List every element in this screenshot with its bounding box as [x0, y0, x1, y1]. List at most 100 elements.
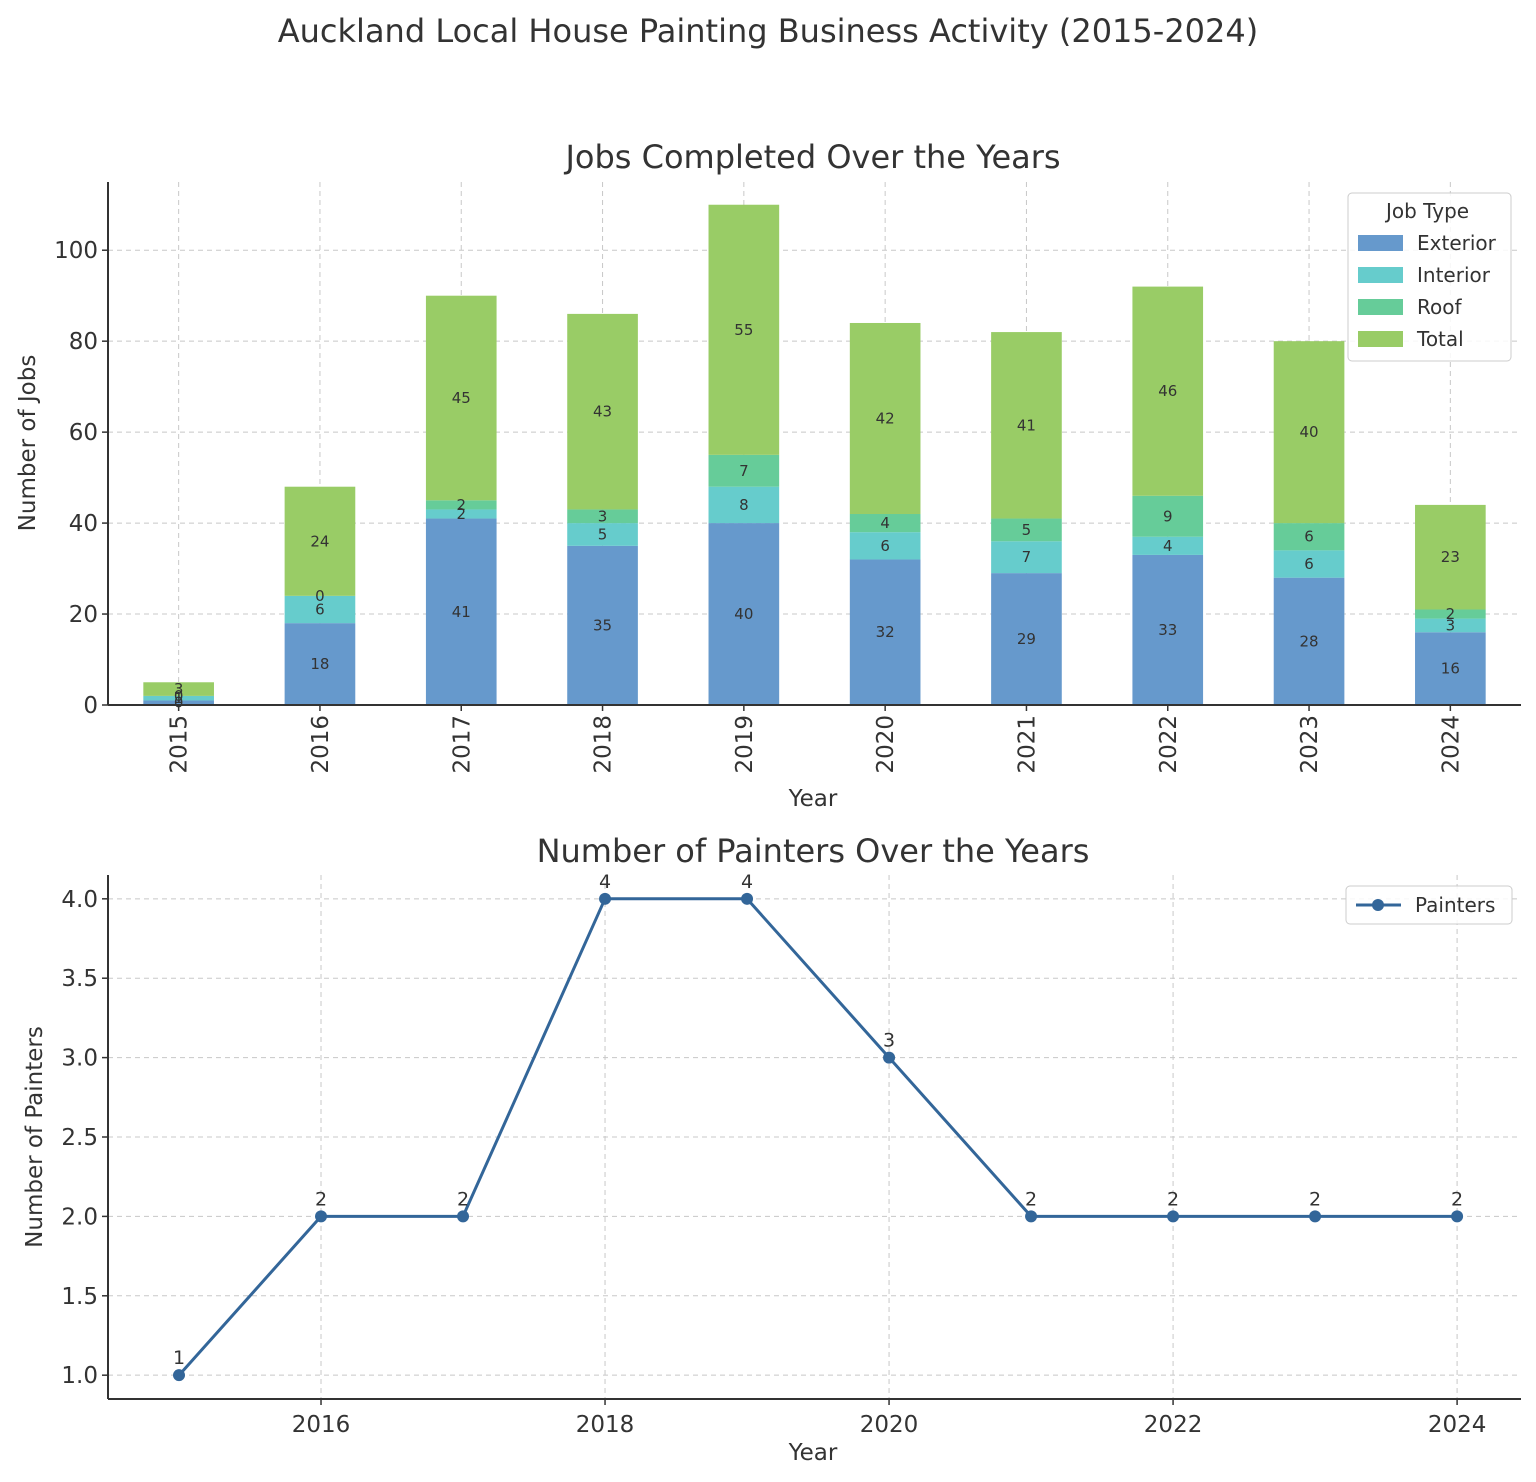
painters-points [173, 892, 1464, 1382]
legend-label-painters: Painters [1415, 893, 1495, 917]
bar-value-label: 28 [1300, 632, 1319, 650]
bar-exterior-2017 [425, 518, 497, 705]
painters-point-label: 2 [1309, 1188, 1321, 1210]
painters-y-tick-label: 1.5 [61, 1284, 98, 1310]
bar-value-label: 1 [174, 689, 184, 707]
bar-total-2020 [849, 322, 921, 514]
bar-roof-2024 [1415, 609, 1486, 619]
legend-swatch-exterior [1358, 235, 1403, 251]
painters-y-tick-label: 2.5 [61, 1125, 98, 1151]
painters-grid [108, 875, 1521, 1399]
painters-point-2020 [883, 1051, 896, 1064]
bar-value-label: 6 [315, 600, 325, 618]
bar-exterior-2016 [284, 623, 356, 705]
bar-value-label: 40 [734, 605, 753, 623]
legend-label-roof: Roof [1417, 295, 1462, 319]
jobs-bars [143, 204, 1486, 705]
painters-point-2015 [173, 1369, 186, 1382]
jobs-x-tick-label: 2019 [732, 715, 758, 774]
bar-value-label: 3 [598, 507, 608, 525]
painters-y-tick-label: 3.5 [61, 966, 98, 992]
bar-value-label: 5 [598, 525, 608, 543]
jobs-legend: Job Type Exterior Interior Roof Total [1347, 192, 1512, 362]
painters-point-label: 2 [1167, 1188, 1179, 1210]
legend-label-total: Total [1416, 327, 1464, 351]
bar-value-label: 4 [880, 514, 890, 532]
bar-value-label: 23 [1441, 548, 1460, 566]
bar-value-label: 16 [1441, 660, 1460, 678]
bar-exterior-2021 [991, 573, 1062, 705]
painters-y-tick-label: 3.0 [61, 1046, 98, 1072]
jobs-x-tick-label: 2015 [167, 715, 193, 774]
painters-legend: Painters [1345, 885, 1513, 925]
legend-label-exterior: Exterior [1417, 231, 1497, 255]
painters-point-label: 2 [315, 1188, 327, 1210]
bar-total-2015 [143, 682, 214, 696]
bar-value-label: 3 [174, 680, 184, 698]
painters-line [177, 897, 1458, 1377]
bar-value-label: 8 [739, 496, 749, 514]
painters-point-2024 [1451, 1210, 1464, 1223]
painters-ticks: 1.0 1.5 2.0 2.5 3.0 3.5 4.0 2016 2018 2020 2022 202… [61, 887, 1486, 1438]
bar-roof-2018 [567, 509, 638, 524]
bar-interior-2018 [567, 523, 638, 546]
bar-value-label: 41 [1017, 416, 1036, 434]
bar-value-label: 43 [593, 403, 612, 421]
painters-point-2019 [741, 892, 754, 905]
bar-interior-2023 [1273, 550, 1345, 578]
bar-value-label: 6 [880, 537, 890, 555]
bar-exterior-2022 [1132, 554, 1204, 705]
painters-point-2017 [457, 1210, 470, 1223]
painters-point-2021 [1025, 1210, 1038, 1223]
bar-interior-2017 [425, 509, 497, 519]
bar-total-2021 [991, 332, 1062, 519]
bar-value-label: 0 [315, 587, 325, 605]
bar-value-label: 24 [310, 532, 329, 550]
bar-interior-2021 [991, 541, 1062, 574]
bar-interior-2020 [849, 532, 921, 560]
painters-chart-title: Number of Painters Over the Years [537, 832, 1090, 870]
bar-value-label: 45 [452, 389, 471, 407]
bar-value-label: 0 [174, 687, 184, 705]
painters-chart: Number of Painters Over the Years Year N… [22, 832, 1521, 1466]
bar-value-label: 46 [1158, 382, 1177, 400]
bar-value-label: 3 [1446, 616, 1456, 634]
bar-roof-2021 [991, 518, 1062, 542]
bar-interior-2019 [708, 486, 780, 524]
jobs-x-tick-label: 2022 [1156, 715, 1182, 774]
bar-value-label: 2 [456, 505, 466, 523]
jobs-chart: Jobs Completed Over the Years Year Numbe… [15, 138, 1521, 812]
painters-legend-box [1345, 885, 1513, 925]
painters-point-label: 3 [883, 1030, 895, 1052]
bar-roof-2019 [708, 454, 780, 487]
bar-roof-2022 [1132, 495, 1204, 537]
jobs-y-tick-label: 80 [69, 329, 98, 355]
bar-exterior-2018 [567, 545, 638, 705]
jobs-x-tick-label: 2016 [308, 715, 334, 774]
bar-exterior-2023 [1273, 577, 1345, 705]
jobs-x-tick-label: 2023 [1297, 715, 1323, 774]
legend-swatch-interior [1358, 267, 1403, 283]
bar-interior-2022 [1132, 536, 1204, 555]
bar-roof-2020 [849, 513, 921, 533]
bar-value-label: 35 [593, 616, 612, 634]
legend-swatch-roof [1358, 299, 1403, 315]
bar-total-2017 [425, 295, 497, 501]
jobs-y-axis-label: Number of Jobs [15, 355, 41, 532]
bar-interior-2024 [1415, 618, 1486, 633]
bar-total-2023 [1273, 341, 1345, 524]
bar-exterior-2015 [143, 700, 214, 705]
bar-value-label: 40 [1300, 423, 1319, 441]
jobs-y-tick-label: 100 [54, 238, 98, 264]
bar-interior-2016 [284, 595, 356, 624]
bar-value-label: 6 [1304, 528, 1314, 546]
bar-total-2018 [567, 313, 638, 510]
bar-total-2022 [1132, 286, 1204, 496]
painters-point-label: 2 [1451, 1188, 1463, 1210]
bar-total-2019 [708, 204, 780, 455]
bar-value-label: 7 [1022, 548, 1032, 566]
bar-total-2016 [284, 486, 356, 596]
jobs-legend-title: Job Type [1384, 199, 1469, 223]
